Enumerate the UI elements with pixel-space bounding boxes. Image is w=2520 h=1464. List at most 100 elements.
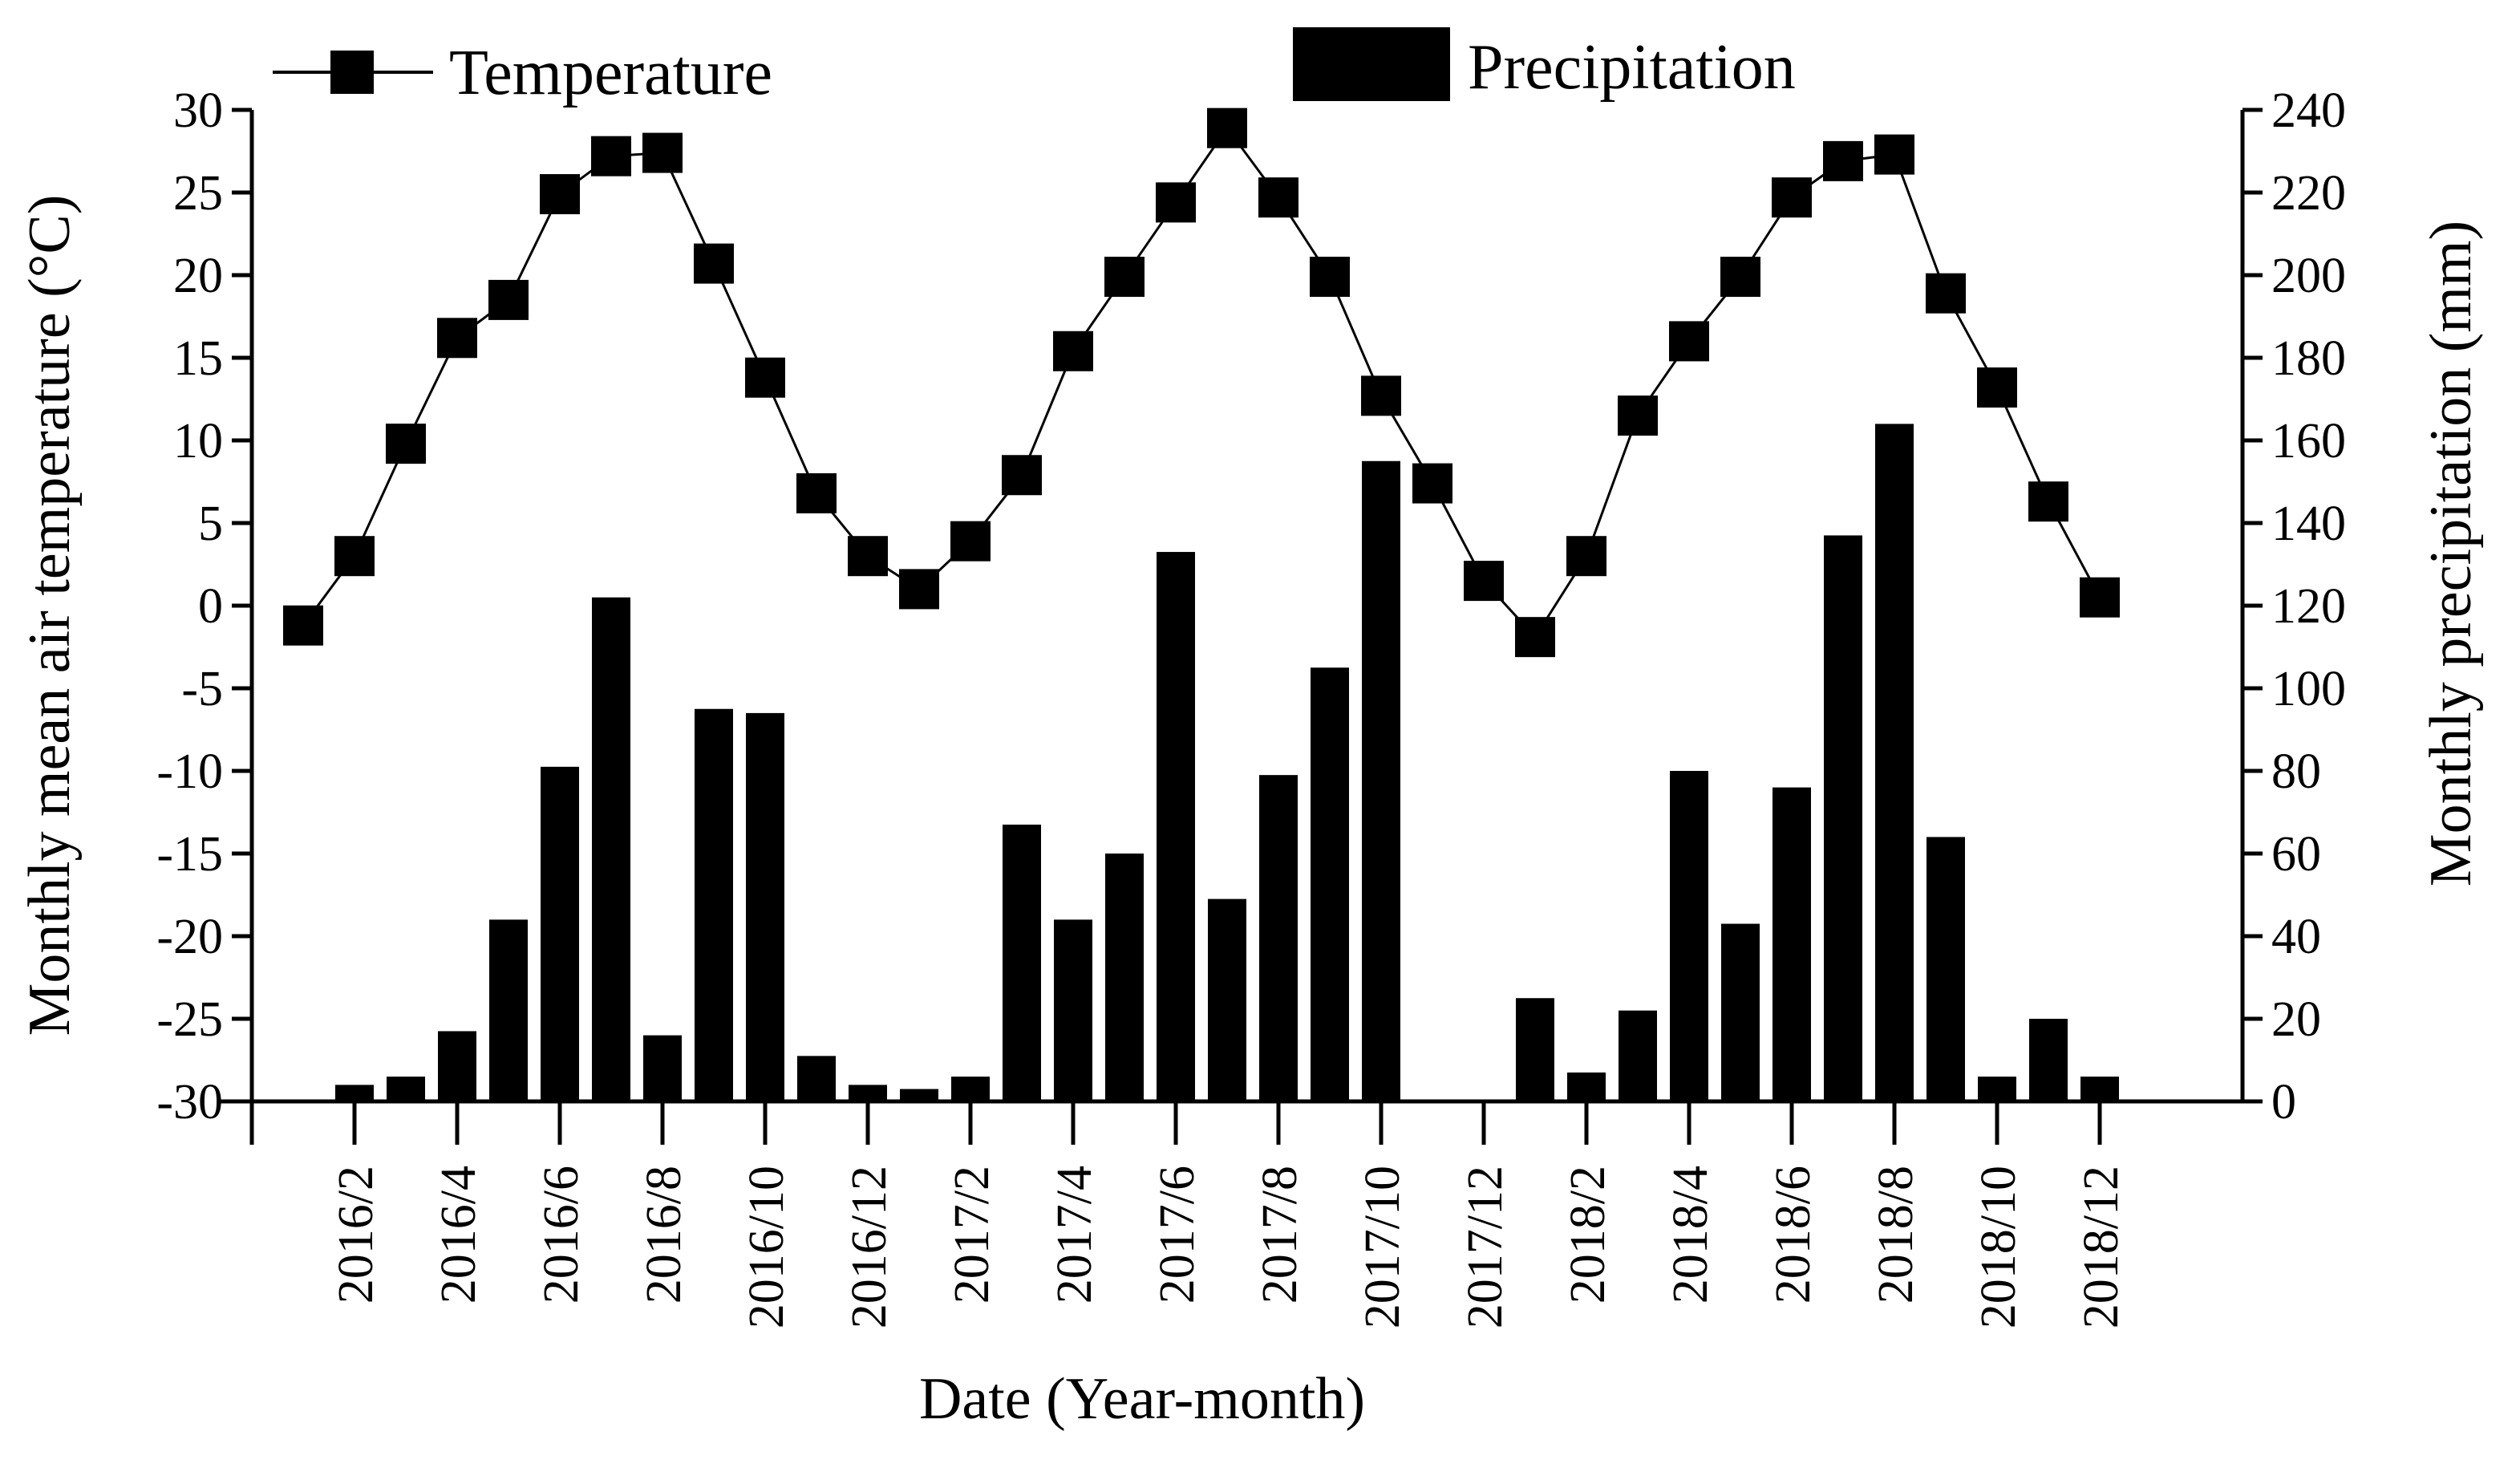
x-tick-label: 2016/10 (739, 1166, 794, 1328)
legend-precipitation-label: Precipitation (1468, 32, 1796, 103)
temperature-marker-2017-4 (1053, 331, 1093, 371)
x-tick-label: 2016/4 (431, 1166, 486, 1304)
temperature-marker-2017-12 (1464, 561, 1504, 602)
right-y-tick-label: 0 (2271, 1075, 2296, 1129)
precipitation-bar-2016-12 (849, 1085, 887, 1101)
temperature-marker-2016-9 (694, 243, 734, 284)
left-y-tick-label: 30 (173, 83, 223, 138)
temperature-marker-2018-11 (2028, 481, 2068, 522)
precipitation-bar-2018-10 (1978, 1077, 2016, 1101)
left-y-tick-label: 25 (173, 166, 223, 221)
left-y-tick-label: -5 (181, 662, 223, 716)
precipitation-bar-2018-9 (1926, 837, 1965, 1101)
x-tick-label: 2018/12 (2074, 1166, 2129, 1328)
right-y-tick-label: 40 (2271, 910, 2321, 964)
temperature-marker-2018-2 (1566, 536, 1606, 577)
right-y-tick-label: 20 (2271, 992, 2321, 1047)
right-y-tick-label: 100 (2271, 662, 2346, 716)
temperature-marker-2017-3 (1002, 455, 1042, 496)
left-y-axis-title: Monthly mean air temperature (°C) (17, 195, 83, 1036)
temperature-marker-2018-10 (1977, 367, 2017, 408)
precipitation-bar-2018-4 (1670, 771, 1708, 1101)
x-tick-label: 2017/12 (1458, 1166, 1513, 1328)
right-y-tick-label: 140 (2271, 497, 2346, 551)
temperature-marker-2016-5 (488, 279, 529, 320)
temperature-line (283, 107, 2120, 658)
temperature-marker-2016-1 (283, 605, 323, 646)
temperature-marker-2016-12 (848, 536, 888, 577)
x-tick-label: 2017/10 (1355, 1166, 1410, 1328)
x-tick-label: 2018/6 (1766, 1166, 1821, 1304)
temperature-marker-2017-5 (1104, 257, 1145, 298)
temperature-marker-2018-7 (1823, 140, 1863, 181)
precipitation-bar-2016-4 (438, 1031, 476, 1101)
x-tick-label: 2018/10 (1971, 1166, 2026, 1328)
precipitation-bar-2017-8 (1259, 775, 1298, 1101)
temperature-marker-2016-2 (334, 536, 375, 577)
precipitation-bar-2016-8 (643, 1035, 682, 1101)
right-y-tick-label: 200 (2271, 249, 2346, 303)
x-axis-title: Date (Year-month) (919, 1366, 1365, 1432)
legend-temperature-label: Temperature (449, 38, 772, 108)
precipitation-bar-2016-6 (541, 766, 579, 1101)
temperature-marker-2017-7 (1207, 107, 1247, 148)
x-tick-label: 2016/2 (329, 1166, 383, 1304)
x-tick-label: 2017/6 (1150, 1166, 1205, 1304)
precipitation-bar-2016-11 (797, 1056, 836, 1101)
temperature-marker-2016-11 (796, 472, 837, 513)
left-y-tick-label: -20 (156, 910, 223, 964)
temperature-marker-2018-1 (1515, 617, 1555, 658)
right-y-tick-label: 80 (2271, 744, 2321, 799)
x-tick-label: 2016/12 (842, 1166, 897, 1328)
temperature-marker-2017-6 (1156, 182, 1196, 223)
legend-precipitation-swatch-icon (1293, 27, 1450, 101)
temperature-marker-2017-2 (950, 521, 991, 562)
left-y-tick-label: 10 (173, 414, 223, 468)
temperature-marker-2018-3 (1618, 395, 1658, 436)
temperature-marker-2018-6 (1772, 177, 1812, 218)
right-y-tick-label: 160 (2271, 414, 2346, 468)
precipitation-bar-2017-9 (1311, 667, 1349, 1101)
left-y-tick-label: -10 (156, 744, 223, 799)
temperature-marker-2016-3 (386, 424, 426, 464)
precipitation-bar-2017-4 (1054, 919, 1092, 1101)
precipitation-bar-2016-2 (335, 1085, 374, 1101)
temperature-marker-2018-9 (1926, 273, 1966, 314)
precipitation-bar-2017-6 (1157, 552, 1195, 1101)
x-tick-label: 2018/8 (1869, 1166, 1923, 1304)
x-tick-label: 2018/4 (1663, 1166, 1718, 1304)
right-y-tick-label: 60 (2271, 827, 2321, 882)
precipitation-bar-2017-3 (1003, 824, 1041, 1101)
precipitation-bar-2018-5 (1721, 923, 1760, 1101)
legend: Temperature Precipitation (273, 27, 1796, 108)
left-y-tick-label: 15 (173, 331, 223, 386)
precipitation-bar-2016-5 (489, 919, 528, 1101)
precipitation-bar-2018-7 (1824, 535, 1862, 1101)
left-y-tick-label: 5 (198, 497, 223, 551)
precipitation-bars (335, 424, 2119, 1101)
precipitation-bar-2017-10 (1362, 460, 1400, 1101)
precipitation-bar-2016-10 (746, 712, 784, 1101)
left-y-tick-label: -30 (156, 1075, 223, 1129)
temperature-marker-2018-8 (1874, 134, 1914, 175)
right-y-tick-label: 180 (2271, 331, 2346, 386)
temperature-marker-2017-9 (1310, 257, 1350, 298)
precipitation-bar-2018-2 (1567, 1072, 1606, 1101)
precipitation-bar-2018-3 (1619, 1010, 1657, 1101)
right-y-tick-label: 220 (2271, 166, 2346, 221)
temperature-marker-2016-8 (642, 132, 683, 173)
legend-temperature-marker-icon (330, 51, 374, 94)
precipitation-bar-2017-1 (900, 1089, 938, 1101)
temperature-marker-2017-1 (899, 569, 939, 610)
precipitation-bar-2016-9 (695, 708, 733, 1101)
temperature-marker-2018-12 (2080, 577, 2120, 618)
temperature-marker-2016-7 (591, 136, 631, 176)
precipitation-bar-2016-7 (592, 597, 630, 1101)
right-y-tick-label: 240 (2271, 83, 2346, 138)
left-y-tick-label: 0 (198, 579, 223, 634)
x-tick-label: 2018/2 (1561, 1166, 1615, 1304)
temperature-marker-2017-8 (1258, 177, 1298, 218)
temperature-marker-2017-11 (1412, 463, 1452, 504)
temperature-marker-2018-4 (1669, 321, 1709, 362)
